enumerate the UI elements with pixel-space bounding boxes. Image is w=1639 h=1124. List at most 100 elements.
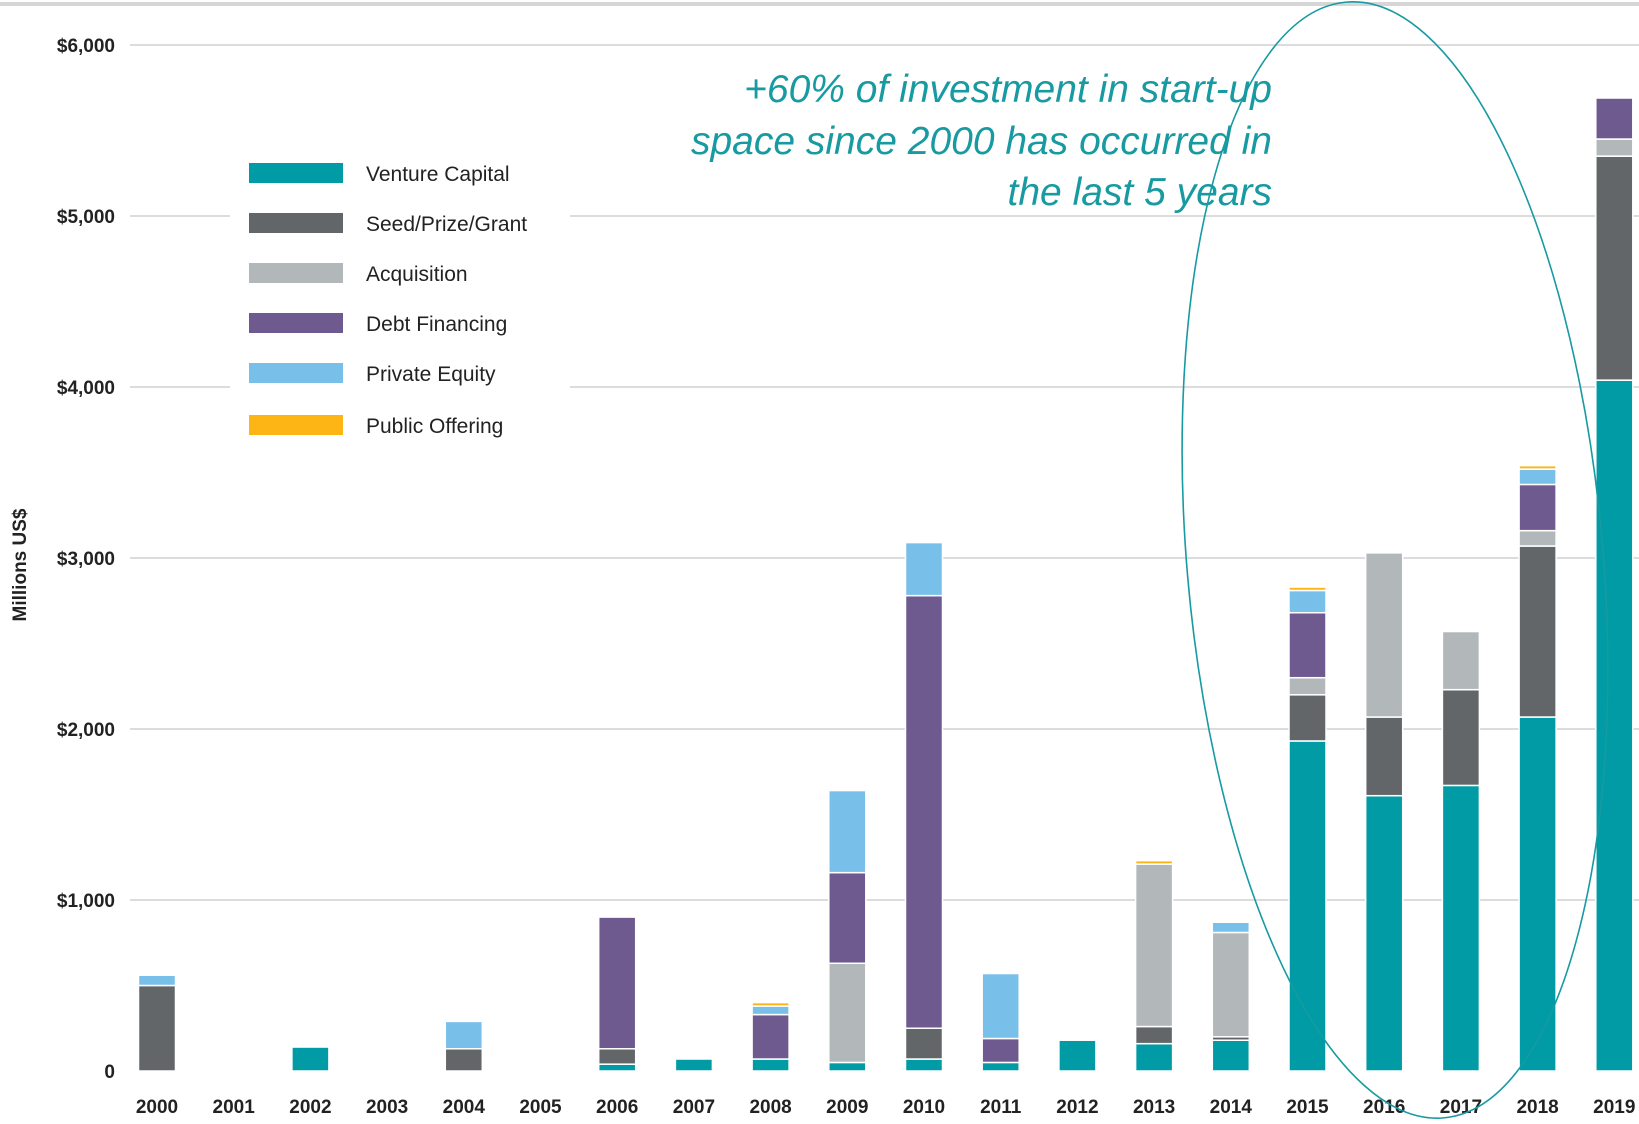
x-tick-label: 2004: [443, 1097, 486, 1118]
bar-private-equity-2014: [1211, 921, 1251, 934]
legend-label: Debt Financing: [366, 313, 507, 336]
y-tick-label: $4,000: [57, 378, 115, 399]
annotation-line-3: the last 5 years: [1008, 171, 1272, 214]
y-tick-label: $2,000: [57, 720, 115, 741]
bar-acquisition-2009: [828, 962, 867, 1064]
bar-public-offering-2013: [1134, 859, 1174, 865]
bar-venture-capital-2012: [1058, 1039, 1097, 1072]
x-tick-label: 2008: [749, 1097, 791, 1118]
bar-debt-financing-2019: [1595, 97, 1634, 140]
legend-swatch: [249, 363, 343, 383]
x-tick-label: 2015: [1286, 1097, 1329, 1118]
y-tick-label: $3,000: [57, 549, 115, 570]
x-tick-label: 2006: [596, 1097, 638, 1118]
bar-public-offering-2018: [1518, 464, 1557, 470]
bar-public-offering-2015: [1288, 586, 1327, 592]
bar-venture-capital-2016: [1364, 794, 1404, 1072]
bar-debt-financing-2018: [1518, 483, 1557, 532]
bar-acquisition-2015: [1288, 676, 1327, 696]
bar-seed-prize-grant-2010: [904, 1027, 944, 1060]
bar-venture-capital-2018: [1518, 716, 1557, 1072]
bar-seed-prize-grant-2016: [1364, 716, 1404, 797]
bar-acquisition-2019: [1595, 138, 1634, 157]
bar-seed-prize-grant-2017: [1441, 688, 1481, 787]
legend-swatch: [249, 313, 343, 333]
bar-debt-financing-2010: [904, 594, 944, 1029]
y-axis-title: Millions US$: [10, 508, 31, 621]
bar-venture-capital-2002: [291, 1046, 330, 1072]
bar-private-equity-2011: [981, 972, 1020, 1040]
legend-label: Private Equity: [366, 363, 496, 386]
bar-private-equity-2000: [137, 974, 177, 987]
bar-venture-capital-2006: [597, 1063, 637, 1072]
legend-swatch: [249, 415, 343, 435]
bar-venture-capital-2010: [904, 1058, 944, 1072]
x-tick-label: 2012: [1056, 1097, 1098, 1118]
bar-debt-financing-2006: [597, 916, 637, 1050]
legend: Venture Capital Seed/Prize/Grant Acquisiti…: [230, 140, 570, 450]
y-axis-tick-labels: 0 $1,000 $2,000 $3,000 $4,000 $5,000 $6,000: [57, 36, 115, 1083]
bar-private-equity-2010: [904, 541, 944, 597]
bar-venture-capital-2009: [828, 1061, 867, 1072]
bar-venture-capital-2015: [1288, 740, 1327, 1072]
y-tick-label: 0: [104, 1062, 115, 1083]
annotation-line-2: space since 2000 has occurred in: [691, 120, 1272, 163]
bar-debt-financing-2009: [828, 871, 867, 965]
x-tick-label: 2003: [366, 1097, 408, 1118]
bar-seed-prize-grant-2019: [1595, 155, 1634, 381]
legend-label: Seed/Prize/Grant: [366, 213, 527, 236]
legend-swatch: [249, 263, 343, 283]
bar-public-offering-2008: [751, 1001, 790, 1007]
y-tick-label: $5,000: [57, 207, 115, 228]
x-tick-label: 2009: [826, 1097, 868, 1118]
legend-label: Venture Capital: [366, 163, 510, 186]
x-axis-tick-labels: 2000 2001 2002 2003 2004 2005 2006 2007 2008 2009…: [136, 1097, 1636, 1118]
bar-acquisition-2017: [1441, 630, 1481, 691]
y-tick-label: $1,000: [57, 891, 115, 912]
bar-acquisition-2014: [1211, 931, 1251, 1038]
bar-seed-prize-grant-2013: [1134, 1025, 1174, 1045]
bar-venture-capital-2011: [981, 1061, 1020, 1072]
bar-venture-capital-2007: [674, 1058, 714, 1072]
bar-private-equity-2004: [444, 1020, 484, 1050]
x-tick-label: 2018: [1516, 1097, 1558, 1118]
legend-label: Public Offering: [366, 415, 503, 438]
annotation-line-1: +60% of investment in start-up: [744, 68, 1272, 111]
bar-venture-capital-2013: [1134, 1042, 1174, 1072]
x-tick-label: 2001: [213, 1097, 256, 1118]
x-tick-label: 2005: [519, 1097, 562, 1118]
bars: [137, 97, 1634, 1072]
bar-private-equity-2018: [1518, 468, 1557, 486]
bar-private-equity-2009: [828, 789, 867, 874]
x-tick-label: 2019: [1593, 1097, 1635, 1118]
y-tick-label: $6,000: [57, 36, 115, 57]
x-tick-label: 2007: [673, 1097, 715, 1118]
legend-swatch: [249, 213, 343, 233]
legend-background: [230, 140, 570, 450]
annotation-text: +60% of investment in start-up space sin…: [691, 68, 1272, 214]
bar-private-equity-2015: [1288, 589, 1327, 614]
x-tick-label: 2017: [1440, 1097, 1482, 1118]
x-tick-label: 2014: [1210, 1097, 1253, 1118]
bar-seed-prize-grant-2004: [444, 1048, 484, 1072]
bar-seed-prize-grant-2018: [1518, 545, 1557, 718]
x-tick-label: 2000: [136, 1097, 178, 1118]
bar-debt-financing-2008: [751, 1013, 790, 1060]
bar-venture-capital-2019: [1595, 379, 1634, 1072]
x-tick-label: 2013: [1133, 1097, 1175, 1118]
x-tick-label: 2011: [980, 1097, 1022, 1118]
bar-venture-capital-2008: [751, 1058, 790, 1072]
bar-private-equity-2008: [751, 1005, 790, 1016]
bar-acquisition-2016: [1364, 552, 1404, 718]
x-tick-label: 2010: [903, 1097, 945, 1118]
legend-label: Acquisition: [366, 263, 468, 286]
bar-seed-prize-grant-2000: [137, 984, 177, 1072]
bar-acquisition-2018: [1518, 529, 1557, 547]
x-tick-label: 2002: [289, 1097, 331, 1118]
x-tick-label: 2016: [1363, 1097, 1405, 1118]
legend-swatch: [249, 163, 343, 183]
bar-debt-financing-2011: [981, 1037, 1020, 1064]
bar-venture-capital-2017: [1441, 784, 1481, 1072]
bar-seed-prize-grant-2015: [1288, 694, 1327, 742]
highlight-ellipse: [1181, 1, 1609, 1119]
